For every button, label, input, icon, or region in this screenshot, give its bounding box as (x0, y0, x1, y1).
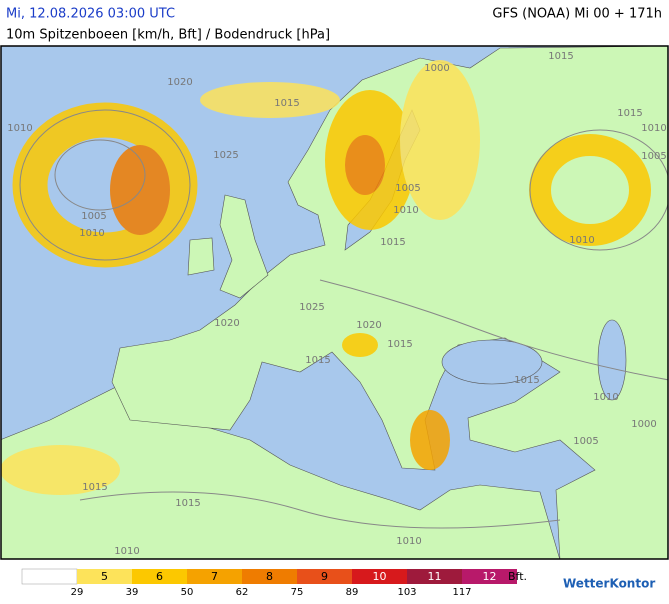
legend-swatch (242, 569, 297, 584)
legend-bft: 7 (211, 570, 218, 583)
isobar-label: 1010 (569, 235, 594, 246)
isobar-label: 1020 (356, 320, 381, 331)
isobar-label: 1015 (617, 108, 642, 119)
isobar-label: 1010 (393, 205, 418, 216)
isobar-label: 1010 (641, 123, 666, 134)
isobar-label: 1010 (593, 392, 618, 403)
legend-bft: 10 (373, 570, 387, 583)
isobars (19, 109, 668, 529)
legend-kmh: 117 (452, 587, 471, 598)
legend-bft: 11 (428, 570, 442, 583)
isobar-label: 1010 (79, 228, 104, 239)
isobar-label: 1015 (305, 355, 330, 366)
isobar-label: 1025 (213, 150, 238, 161)
legend-swatch (407, 569, 462, 584)
subtitle: 10m Spitzenboeen [km/h, Bft] / Bodendruc… (6, 28, 330, 43)
isobar-label: 1025 (299, 302, 324, 313)
britain (219, 194, 269, 299)
isobar-label: 1020 (167, 77, 192, 88)
wind-gust-field (1, 60, 651, 495)
ireland (187, 237, 215, 276)
isobar-labels: 1020 1015 1010 1025 1005 1010 1000 1005 1010 1015… (7, 51, 666, 557)
isobar-label: 1015 (175, 498, 200, 509)
legend-bft: 5 (101, 570, 108, 583)
legend-bft: 8 (266, 570, 273, 583)
legend-calm (21, 568, 78, 585)
legend-unit: Bft. (508, 570, 527, 583)
datetime: Mi, 12.08.2026 03:00 UTC (6, 7, 175, 22)
isobar-label: 1010 (396, 536, 421, 547)
isobar-label: 1010 (7, 123, 32, 134)
africa (1, 384, 561, 559)
map-frame (0, 45, 669, 560)
legend-kmh: 62 (236, 587, 249, 598)
isobar-label: 1015 (380, 237, 405, 248)
legend-kmh: 29 (71, 587, 84, 598)
isobar-label: 1015 (274, 98, 299, 109)
isobar-label: 1015 (387, 339, 412, 350)
isobar-label: 1010 (114, 546, 139, 557)
legend-swatch (132, 569, 187, 584)
legend-bft: 6 (156, 570, 163, 583)
map: 1020 1015 1010 1025 1005 1010 1000 1005 1010 1015… (1, 46, 668, 559)
legend-kmh: 75 (291, 587, 304, 598)
legend-kmh: 50 (181, 587, 194, 598)
legend-swatch (352, 569, 407, 584)
model-run: GFS (NOAA) Mi 00 + 171h (492, 7, 662, 22)
isobar-label: 1000 (424, 63, 449, 74)
legend-kmh: 103 (397, 587, 416, 598)
europe (111, 46, 668, 559)
isobar-label: 1005 (573, 436, 598, 447)
isobar-label: 1015 (514, 375, 539, 386)
isobar-label: 1005 (395, 183, 420, 194)
isobar-label: 1020 (214, 318, 239, 329)
isobar-label: 1015 (82, 482, 107, 493)
isobar-label: 1015 (548, 51, 573, 62)
legend-kmh: 39 (126, 587, 139, 598)
isobar-label: 1000 (631, 419, 656, 430)
legend-kmh: 89 (346, 587, 359, 598)
brand-logo: WetterKontor (563, 577, 655, 591)
caspian-sea (597, 319, 627, 401)
black-sea (441, 339, 543, 385)
isobar-label: 1005 (81, 211, 106, 222)
legend-bft: 12 (483, 570, 497, 583)
legend-swatch (297, 569, 352, 584)
legend-bft: 9 (321, 570, 328, 583)
legend-swatch (187, 569, 242, 584)
legend-swatch (77, 569, 132, 584)
isobar-label: 1005 (641, 151, 666, 162)
legend-swatch (462, 569, 517, 584)
